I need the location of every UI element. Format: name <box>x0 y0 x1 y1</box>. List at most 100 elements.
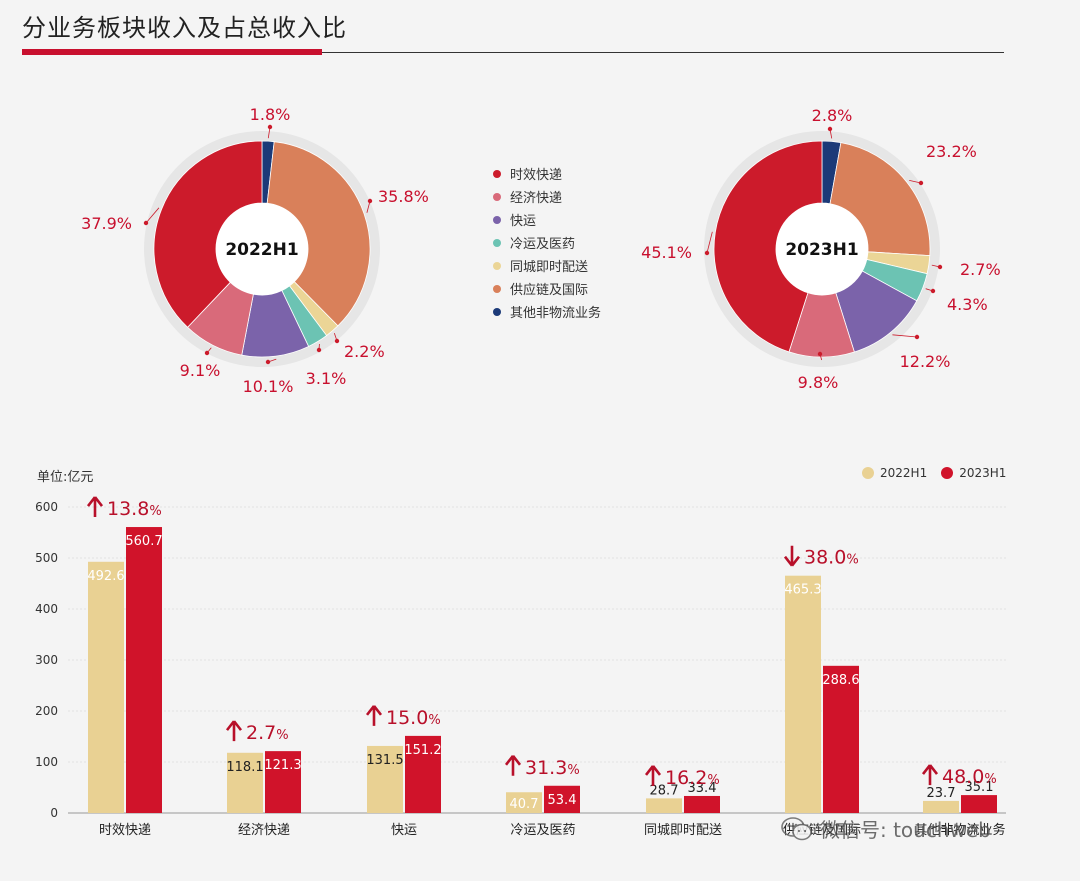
legend-label: 时效快递 <box>510 168 563 183</box>
bar-2023-同城即时配送 <box>684 795 720 813</box>
bar-2022-时效快递 <box>88 561 124 813</box>
change-label: 48.0% <box>942 766 997 788</box>
change-value: 31.3 <box>525 757 567 779</box>
bar-2022-冷运及医药 <box>506 792 542 813</box>
change-value: 15.0 <box>386 707 428 729</box>
x-tick-label: 同城即时配送 <box>644 823 722 838</box>
bar-value-2023: 35.1 <box>965 780 994 795</box>
arrow-up-icon <box>86 496 104 518</box>
leader-dot <box>267 124 273 130</box>
x-tick-label: 时效快递 <box>99 823 151 838</box>
y-tick-label: 200 <box>35 704 58 718</box>
leader-dot <box>334 338 340 344</box>
legend-dot <box>493 261 501 270</box>
bar-2023-其他非物流业务 <box>961 795 997 813</box>
bar-legend-item-2022: 2022H1 <box>862 466 927 480</box>
arrow-up-icon <box>225 720 243 742</box>
bar-unit-label: 单位:亿元 <box>37 470 94 485</box>
legend-label: 供应链及国际 <box>510 283 589 298</box>
pie-label: 4.3% <box>947 295 988 314</box>
change-value: 2.7 <box>246 722 276 744</box>
bar-2023-经济快递 <box>265 751 301 813</box>
y-tick-label: 600 <box>35 500 58 514</box>
pie-label: 10.1% <box>243 377 294 396</box>
x-tick-label: 经济快递 <box>238 823 290 838</box>
change-label: 15.0% <box>386 707 441 729</box>
bar-2022-快运 <box>367 745 403 813</box>
leader-dot <box>827 126 833 132</box>
y-tick-label: 0 <box>50 806 58 820</box>
arrow-up-icon <box>644 765 662 786</box>
leader-line <box>706 231 713 254</box>
bar-2023-时效快递 <box>126 527 162 813</box>
leader-dot <box>817 351 823 357</box>
y-tick-label: 100 <box>35 755 58 769</box>
legend-swatch-2022 <box>862 467 874 479</box>
arrow-down-icon <box>783 545 801 567</box>
arrow-up-icon <box>365 705 383 726</box>
pie-label: 2.7% <box>960 260 1001 279</box>
change-value: 13.8 <box>107 498 149 520</box>
change-label: 31.3% <box>525 757 580 779</box>
change-percent-sign: % <box>707 773 719 788</box>
legend-dot <box>493 284 501 293</box>
title-divider <box>22 52 1004 53</box>
pie-label: 9.8% <box>798 373 839 392</box>
x-tick-label: 其他非物流业务 <box>914 822 1005 838</box>
change-percent-sign: % <box>276 728 288 743</box>
bar-value-2022: 28.7 <box>650 783 679 798</box>
donut-center-label: 2022H1 <box>225 240 298 260</box>
legend-item: 经济快递 <box>493 185 601 208</box>
bar-value-2022: 118.1 <box>226 760 263 775</box>
legend-label: 经济快递 <box>510 191 563 206</box>
leader-dot <box>265 359 271 365</box>
bar-legend-item-2023: 2023H1 <box>941 466 1006 480</box>
donut-center <box>216 203 308 295</box>
leader-dot <box>704 250 710 256</box>
bar-value-2023: 288.6 <box>822 673 859 688</box>
bar-value-2022: 131.5 <box>366 753 403 768</box>
change-label: 13.8% <box>107 498 162 520</box>
x-tick-label: 快运 <box>391 823 417 838</box>
bar-value-2023: 53.4 <box>548 793 577 808</box>
change-label: 16.2% <box>665 767 720 789</box>
change-percent-sign: % <box>984 772 996 787</box>
pie-label: 37.9% <box>81 214 132 233</box>
change-value: 48.0 <box>942 766 984 788</box>
bar-legend: 2022H1 2023H1 <box>862 466 1020 480</box>
leader-dot <box>204 350 210 356</box>
change-value: 16.2 <box>665 767 707 789</box>
legend-label: 快运 <box>510 214 537 229</box>
legend-item: 时效快递 <box>493 162 601 185</box>
arrow-up-icon <box>504 754 522 776</box>
bar-value-2022: 23.7 <box>927 786 956 801</box>
leader-dot <box>316 347 322 353</box>
pie-legend: 时效快递 经济快递 快运 冷运及医药 同城即时配送 供应链及国际 其他非物流业务 <box>493 162 601 323</box>
x-tick-label: 冷运及医药 <box>510 823 575 838</box>
leader-dot <box>143 220 149 226</box>
leader-dot <box>937 264 943 270</box>
leader-dot <box>930 288 936 294</box>
legend-dot <box>493 192 501 201</box>
change-percent-sign: % <box>567 763 579 778</box>
pie-label: 12.2% <box>900 352 951 371</box>
bar-2022-其他非物流业务 <box>923 800 959 813</box>
bar-2022-经济快递 <box>227 752 263 813</box>
change-value: 38.0 <box>804 547 846 569</box>
change-percent-sign: % <box>428 713 440 728</box>
pie-label: 35.8% <box>378 187 429 206</box>
y-tick-label: 300 <box>35 653 58 667</box>
leader-dot <box>918 180 924 186</box>
change-label: 2.7% <box>246 722 289 744</box>
pie-label: 23.2% <box>926 142 977 161</box>
title-accent-bar <box>22 49 322 55</box>
pie-label: 9.1% <box>180 361 221 380</box>
change-percent-sign: % <box>846 553 858 568</box>
legend-label: 其他非物流业务 <box>510 306 602 321</box>
leader-dot <box>914 334 920 340</box>
legend-dot <box>493 169 501 178</box>
change-label: 38.0% <box>804 547 859 569</box>
leader-line <box>145 207 160 224</box>
pie-label: 45.1% <box>641 243 692 262</box>
